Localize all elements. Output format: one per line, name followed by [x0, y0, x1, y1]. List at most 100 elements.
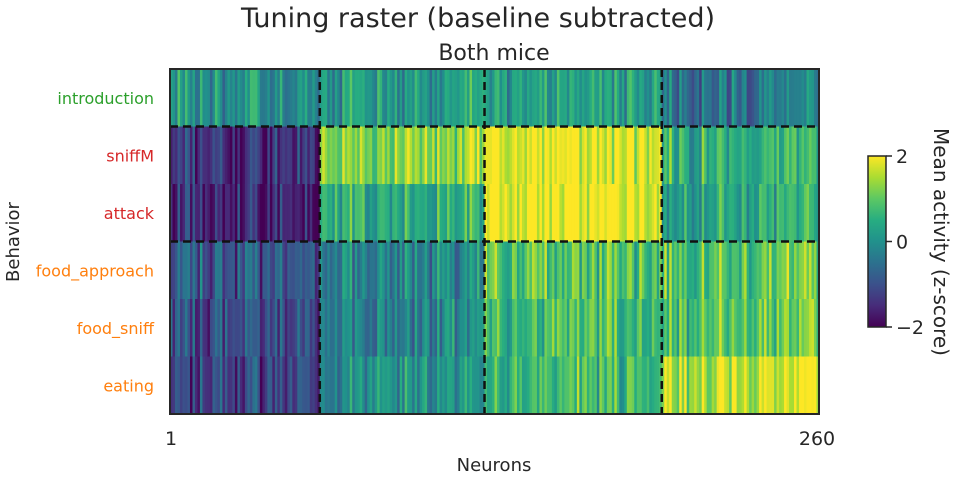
heatmap-cell [177, 184, 181, 243]
heatmap-cell [282, 126, 286, 185]
heatmap-cell [749, 241, 753, 300]
heatmap-cell [776, 356, 780, 415]
heatmap-cell [559, 241, 563, 300]
x-tick-first: 1 [165, 428, 177, 450]
heatmap-cell [779, 356, 783, 415]
heatmap-cell [809, 299, 813, 358]
heatmap-cell [234, 241, 238, 300]
heatmap-cell [227, 184, 231, 243]
heatmap-cell [789, 299, 793, 358]
heatmap-cell [576, 356, 580, 415]
heatmap-cell [172, 299, 176, 358]
heatmap-cell [574, 241, 578, 300]
heatmap-cell [244, 69, 248, 128]
heatmap-cell [279, 299, 283, 358]
heatmap-cell [806, 69, 810, 128]
heatmap-cell [701, 356, 705, 415]
heatmap-cell [224, 184, 229, 243]
heatmap-cell [531, 356, 536, 415]
heatmap-cell [596, 356, 600, 415]
heatmap-cell [509, 356, 513, 415]
heatmap-cell [184, 69, 189, 128]
heatmap-cell [192, 184, 196, 243]
heatmap-cell [212, 184, 216, 243]
heatmap-cell [714, 356, 718, 415]
heatmap-cell [536, 356, 541, 415]
heatmap-cell [526, 356, 531, 415]
heatmap-cell [681, 184, 685, 243]
heatmap-cell [204, 241, 209, 300]
heatmap-cell [462, 241, 466, 300]
heatmap-cell [379, 69, 383, 128]
heatmap-cell [404, 299, 408, 358]
heatmap-cell [804, 241, 808, 300]
heatmap-cell [506, 241, 511, 300]
heatmap-cell [704, 184, 708, 243]
heatmap-cell [796, 356, 800, 415]
heatmap-cell [254, 356, 258, 415]
heatmap-cell [644, 126, 648, 185]
heatmap-cell [746, 299, 750, 358]
heatmap-cell [711, 126, 715, 185]
heatmap-cell [312, 299, 316, 358]
heatmap-cell [516, 299, 521, 358]
heatmap-cell [534, 356, 538, 415]
heatmap-cell [322, 356, 326, 415]
heatmap-cell [314, 299, 318, 358]
heatmap-cell [734, 299, 738, 358]
heatmap-cell [267, 184, 271, 243]
heatmap-cell [474, 184, 478, 243]
heatmap-cell [327, 299, 331, 358]
heatmap-cell [364, 299, 368, 358]
heatmap-cell [170, 126, 174, 185]
heatmap-cell [197, 69, 201, 128]
heatmap-cell [686, 184, 690, 243]
heatmap-cell [494, 126, 498, 185]
heatmap-cell [399, 126, 403, 185]
heatmap-cell [661, 184, 665, 243]
heatmap-cell [464, 126, 468, 185]
heatmap-cell [611, 356, 615, 415]
heatmap-cell [769, 184, 773, 243]
heatmap-cell [367, 356, 371, 415]
heatmap-cell [531, 299, 536, 358]
heatmap-cell [337, 126, 341, 185]
heatmap-cell [249, 299, 253, 358]
heatmap-cell [641, 299, 645, 358]
heatmap-cell [254, 299, 258, 358]
heatmap-cell [352, 69, 356, 128]
heatmap-cell [179, 299, 184, 358]
heatmap-cell [599, 241, 603, 300]
heatmap-cell [297, 356, 301, 415]
heatmap-cell [724, 126, 728, 185]
heatmap-cell [724, 356, 728, 415]
heatmap-cell [786, 69, 790, 128]
heatmap-cell [539, 299, 543, 358]
heatmap-cell [359, 241, 363, 300]
heatmap-cell [659, 126, 663, 185]
heatmap-cell [626, 126, 630, 185]
heatmap-cell [262, 356, 266, 415]
heatmap-cell [564, 126, 568, 185]
heatmap-cell [472, 241, 476, 300]
heatmap-cell [761, 241, 765, 300]
heatmap-cell [751, 299, 755, 358]
heatmap-cell [669, 184, 673, 243]
heatmap-cell [716, 69, 720, 128]
heatmap-cell [207, 69, 211, 128]
heatmap-cell [609, 356, 613, 415]
heatmap-cell [334, 356, 338, 415]
heatmap-cell [529, 69, 533, 128]
heatmap-cell [209, 241, 214, 300]
heatmap-cell [227, 356, 231, 415]
heatmap-cell [292, 356, 296, 415]
heatmap-cell [659, 299, 663, 358]
heatmap-cell [274, 299, 278, 358]
heatmap-cell [621, 356, 625, 415]
heatmap-cell [766, 184, 770, 243]
heatmap-cell [417, 356, 421, 415]
heatmap-cell [199, 299, 204, 358]
heatmap-cell [734, 69, 738, 128]
heatmap-cell [699, 241, 703, 300]
heatmap-cell [804, 299, 808, 358]
